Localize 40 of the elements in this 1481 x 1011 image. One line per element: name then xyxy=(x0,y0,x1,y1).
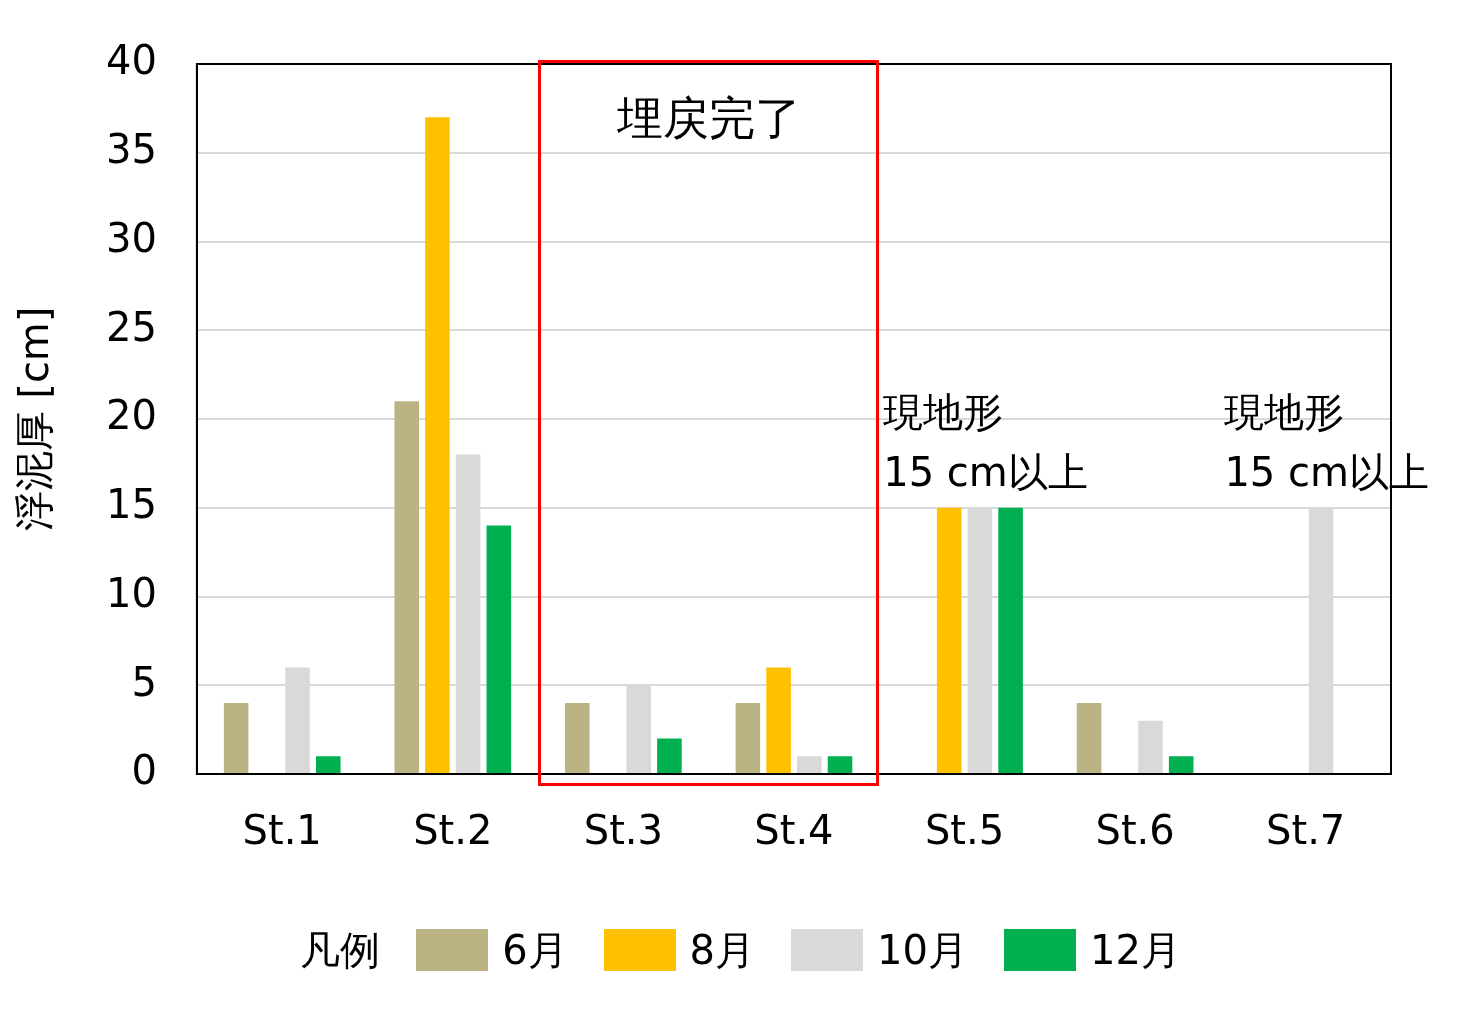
y-tick-label: 15 xyxy=(105,481,157,528)
bar xyxy=(486,525,512,773)
y-tick-label: 5 xyxy=(131,658,157,705)
y-axis-title: 浮泥厚 [cm] xyxy=(11,306,58,532)
bar xyxy=(936,507,962,773)
x-tick-label: St.1 xyxy=(242,807,322,854)
bar xyxy=(315,756,341,773)
annotation: 埋戻完了 xyxy=(615,90,801,145)
legend-title: 凡例 xyxy=(300,925,381,975)
bar xyxy=(223,703,249,773)
x-tick-label: St.4 xyxy=(754,807,834,854)
legend-label: 12月 xyxy=(1089,925,1181,975)
bar xyxy=(657,738,682,773)
legend-label: 6月 xyxy=(502,925,568,975)
bar xyxy=(1138,720,1163,773)
bar xyxy=(394,401,419,773)
bar xyxy=(766,667,791,773)
bar xyxy=(735,703,761,773)
y-tick-label: 30 xyxy=(105,214,157,261)
bar xyxy=(1076,703,1102,773)
y-tick-label: 40 xyxy=(105,37,157,84)
y-tick-label: 35 xyxy=(105,126,157,173)
x-tick-label: St.5 xyxy=(924,807,1005,854)
legend-label: 10月 xyxy=(877,925,968,975)
y-tick-label: 10 xyxy=(105,569,157,616)
annotation: 現地形 15 cm以上 xyxy=(883,389,1088,496)
y-tick-label: 0 xyxy=(131,747,157,794)
x-tick-label: St.6 xyxy=(1095,807,1175,854)
x-tick-label: St.7 xyxy=(1266,807,1346,854)
x-tick-label: St.2 xyxy=(413,807,493,854)
x-tick-label: St.3 xyxy=(583,807,663,854)
bar xyxy=(1168,756,1194,773)
bar xyxy=(998,507,1023,773)
y-tick-label: 25 xyxy=(105,303,157,350)
bar xyxy=(565,703,590,773)
bar xyxy=(797,756,822,773)
y-tick-label: 20 xyxy=(105,392,157,439)
bar xyxy=(827,756,853,773)
legend-label: 8月 xyxy=(689,925,756,975)
bar xyxy=(425,117,450,773)
